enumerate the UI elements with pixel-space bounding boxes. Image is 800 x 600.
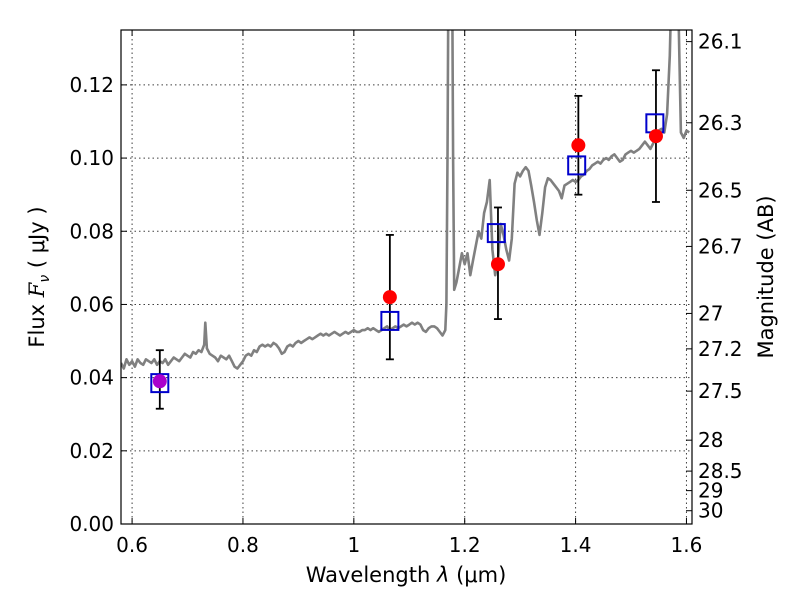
x-axis-label-symbol: λ bbox=[436, 563, 449, 587]
y-axis-label: Flux Fν ( μJy ) bbox=[25, 206, 53, 347]
y-tick-label: 0.02 bbox=[69, 439, 114, 463]
plot-frame bbox=[120, 29, 693, 525]
observed-point bbox=[648, 129, 663, 144]
magnitude-tick-label: 26.3 bbox=[698, 111, 743, 135]
y-axis-label-symbol: F bbox=[25, 281, 49, 298]
observed-photometry-points bbox=[152, 129, 663, 389]
magnitude-tick-label: 28 bbox=[698, 428, 723, 452]
observed-point bbox=[571, 138, 586, 153]
x-tick-label: 1.2 bbox=[449, 533, 481, 557]
x-axis-label-prefix: Wavelength bbox=[306, 563, 437, 587]
observed-point bbox=[490, 257, 505, 272]
y-axis-label-prefix: Flux bbox=[25, 297, 49, 347]
grid bbox=[121, 30, 692, 524]
x-tick-label: 1.4 bbox=[560, 533, 592, 557]
model-square bbox=[380, 310, 400, 331]
magnitude-tick-label: 27.5 bbox=[698, 379, 743, 403]
axis-ticks bbox=[121, 30, 692, 525]
spectrum-line bbox=[121, 30, 690, 370]
y-tick-label: 0.00 bbox=[69, 512, 114, 536]
magnitude-tick-label: 26.5 bbox=[698, 178, 743, 202]
magnitude-tick-label: 27 bbox=[698, 301, 723, 325]
y-axis-label-subscript: ν bbox=[37, 275, 53, 283]
x-axis-label-suffix: (μm) bbox=[449, 563, 506, 587]
y-tick-label: 0.06 bbox=[69, 292, 114, 316]
model-square bbox=[150, 373, 170, 394]
magnitude-tick-label: 29 bbox=[698, 479, 723, 503]
magnitude-tick-label: 28.5 bbox=[698, 459, 743, 483]
x-axis-label: Wavelength λ (μm) bbox=[306, 563, 507, 587]
y-tick-label: 0.04 bbox=[69, 366, 114, 390]
magnitude-tick-label: 27.2 bbox=[698, 337, 743, 361]
model-square bbox=[567, 155, 587, 176]
magnitude-tick-label: 30 bbox=[698, 499, 723, 523]
model-spectrum bbox=[121, 30, 690, 370]
observed-point bbox=[152, 374, 167, 389]
x-tick-label: 0.8 bbox=[227, 533, 259, 557]
y-tick-label: 0.08 bbox=[69, 219, 114, 243]
x-tick-labels: 0.6 0.8 1 1.2 1.4 1.6 bbox=[116, 533, 702, 557]
magnitude-tick-label: 26.7 bbox=[698, 234, 743, 258]
x-tick-label: 0.6 bbox=[116, 533, 148, 557]
y-tick-labels: 0.00 0.02 0.04 0.06 0.08 0.10 0.12 bbox=[69, 73, 114, 536]
magnitude-tick-label: 26.1 bbox=[698, 30, 743, 54]
observed-point bbox=[382, 290, 397, 305]
model-square bbox=[486, 223, 506, 244]
y-axis-label-suffix: ( μJy ) bbox=[25, 206, 49, 274]
y-tick-label: 0.10 bbox=[69, 146, 114, 170]
x-tick-label: 1.6 bbox=[671, 533, 703, 557]
x-tick-label: 1 bbox=[347, 533, 360, 557]
y-tick-label: 0.12 bbox=[69, 73, 114, 97]
y2-axis-label: Magnitude (AB) bbox=[754, 195, 778, 358]
